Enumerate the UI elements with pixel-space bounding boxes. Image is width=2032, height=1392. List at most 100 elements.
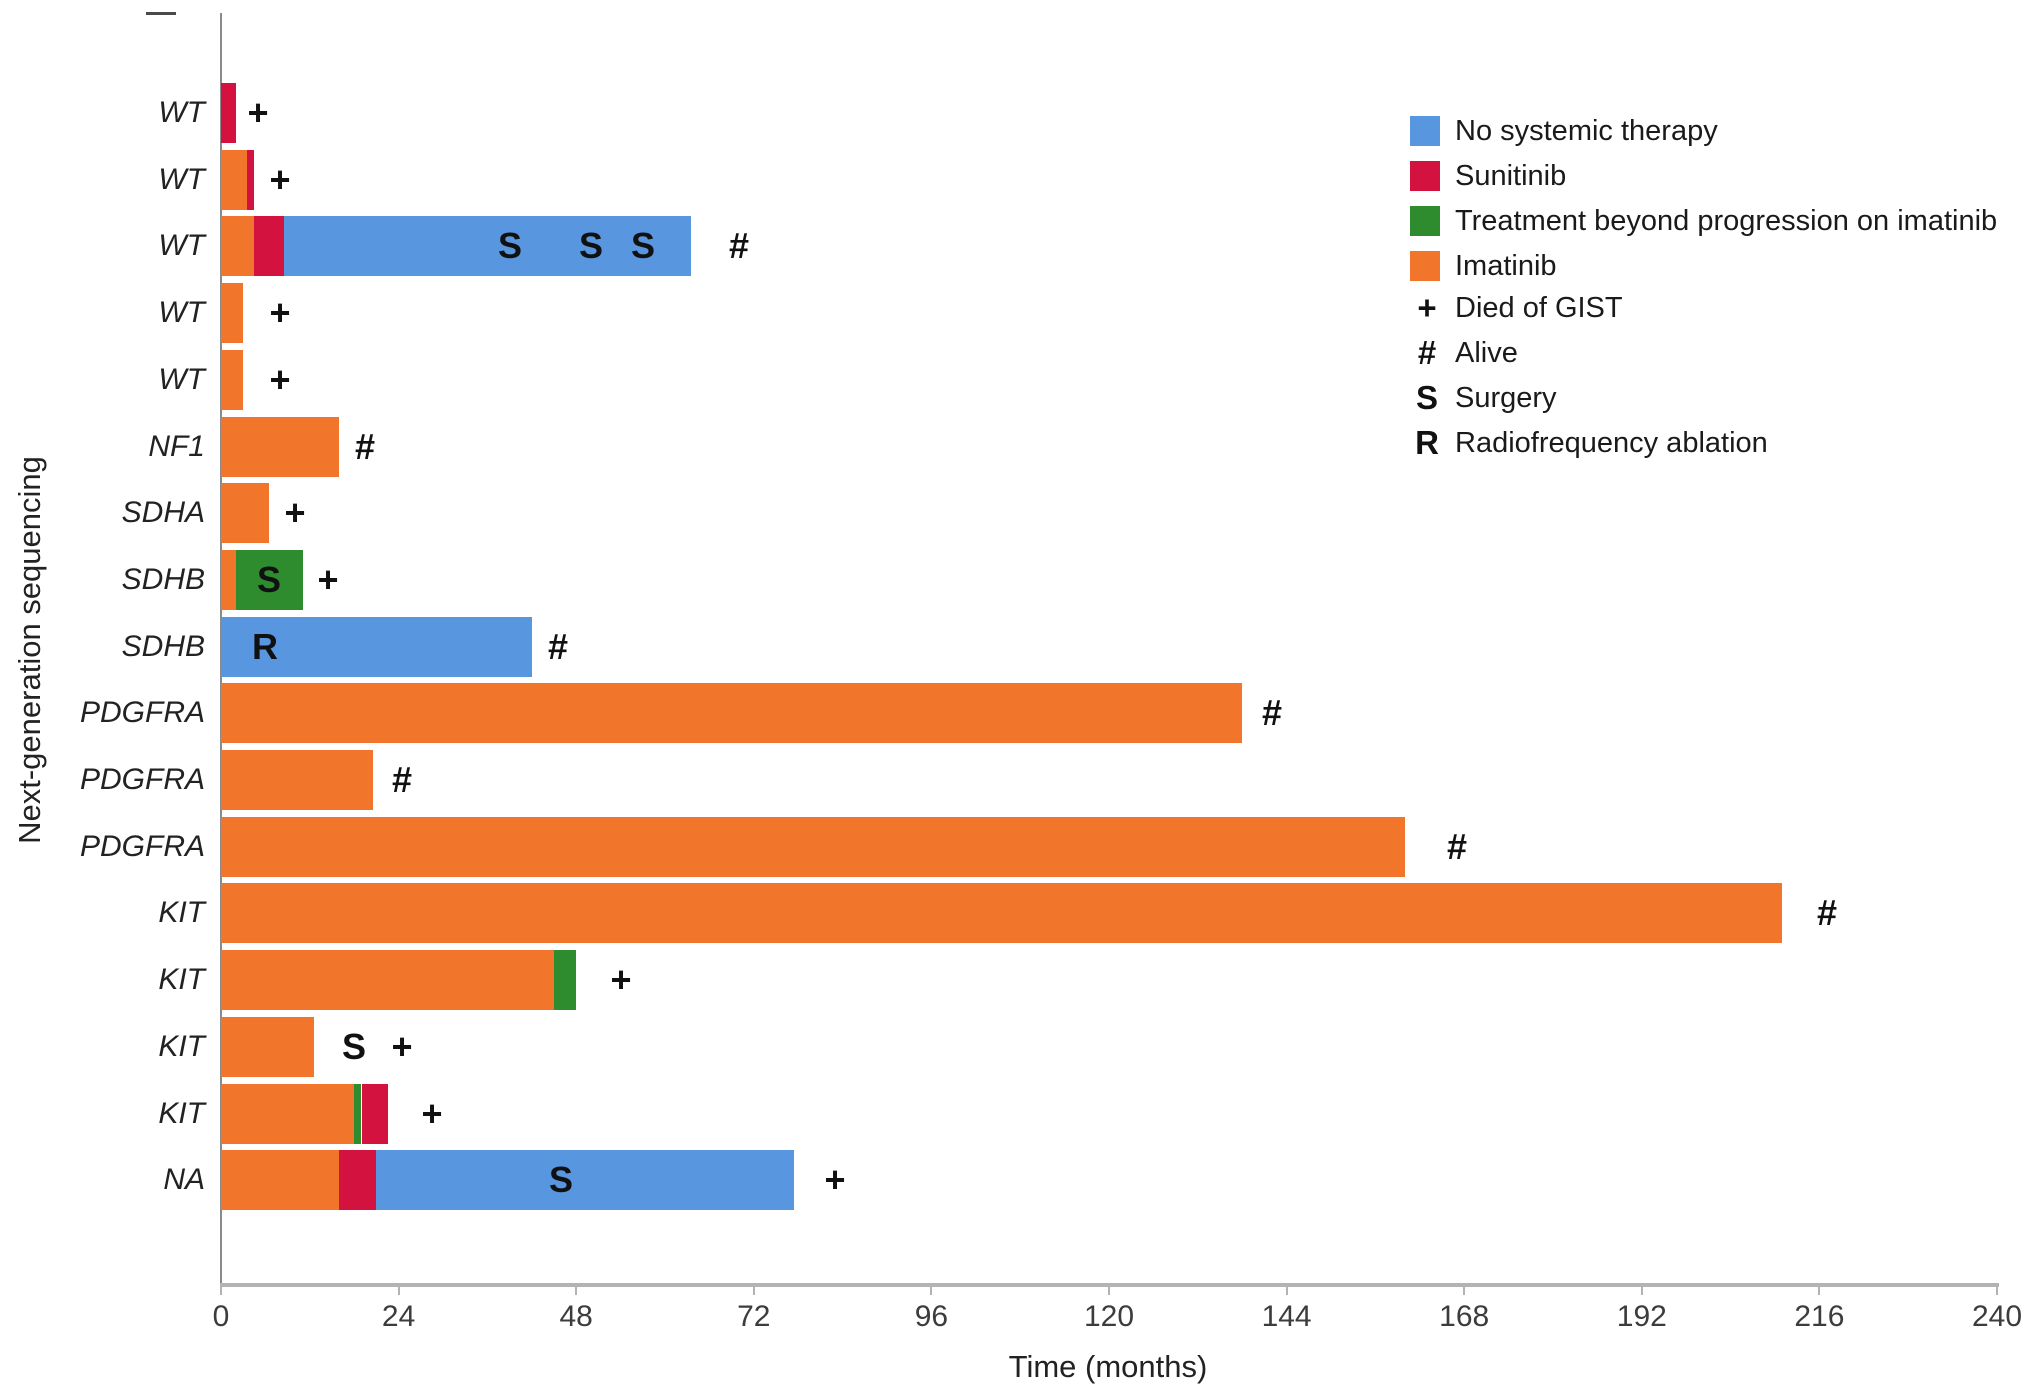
x-tick-label: 240	[1971, 1300, 2023, 1333]
x-tick-label: 96	[914, 1300, 949, 1333]
row-label: NF1	[148, 430, 205, 463]
legend-marker-symbol: +	[1417, 289, 1437, 326]
alive-marker: #	[728, 225, 750, 266]
surgery-marker: S	[497, 225, 522, 266]
died-marker: +	[824, 1159, 846, 1200]
bar-segment-sunitinib	[247, 150, 254, 210]
legend-marker-symbol: #	[1417, 334, 1437, 371]
bar-segment-imatinib	[221, 950, 554, 1010]
x-axis-label: Time (months)	[1008, 1349, 1208, 1384]
alive-marker: #	[391, 759, 413, 800]
died-marker: +	[421, 1093, 443, 1134]
bar-segment-imatinib	[221, 1084, 354, 1144]
died-marker: +	[284, 492, 306, 533]
legend-swatch-no_systemic_therapy	[1410, 116, 1440, 146]
legend-label-imatinib: Imatinib	[1455, 250, 1557, 282]
bar-segment-imatinib	[221, 817, 1405, 877]
row-label: SDHA	[121, 496, 205, 529]
died-marker: +	[391, 1026, 413, 1067]
x-tick-label: 168	[1439, 1300, 1490, 1333]
x-tick	[397, 1287, 400, 1295]
x-tick	[752, 1287, 755, 1295]
bar-segment-imatinib	[221, 350, 243, 410]
died-marker: +	[269, 359, 291, 400]
bar-segment-sunitinib	[221, 83, 236, 143]
bar-segment-imatinib	[221, 683, 1242, 743]
x-tick	[220, 1287, 222, 1295]
x-tick	[930, 1287, 933, 1295]
x-tick-label: 24	[381, 1300, 416, 1333]
legend-marker-label: Alive	[1455, 337, 1518, 369]
legend-marker-label: Surgery	[1455, 382, 1557, 414]
legend-label-no_systemic_therapy: No systemic therapy	[1455, 115, 1718, 147]
bar-segment-no_systemic_therapy	[221, 617, 532, 677]
rfa-marker: R	[252, 626, 278, 667]
row-label: PDGFRA	[79, 696, 205, 729]
alive-marker: #	[1446, 826, 1468, 867]
legend-marker-symbol: S	[1415, 379, 1438, 416]
died-marker: +	[269, 292, 291, 333]
bar-segment-imatinib	[221, 883, 1782, 943]
row-label: SDHB	[121, 563, 205, 596]
surgery-marker: S	[630, 225, 655, 266]
bar-segment-imatinib	[221, 417, 339, 477]
x-tick	[1818, 1287, 1821, 1295]
x-tick	[1640, 1287, 1643, 1295]
row-label: WT	[158, 296, 205, 329]
x-tick-label: 192	[1616, 1300, 1667, 1333]
row-label: WT	[158, 229, 205, 262]
x-tick	[1108, 1287, 1110, 1295]
legend-label-treatment_beyond_progression: Treatment beyond progression on imatinib	[1455, 205, 1998, 237]
alive-marker: #	[1816, 892, 1838, 933]
bar-segment-sunitinib	[254, 216, 284, 276]
bar-segment-sunitinib	[339, 1150, 376, 1210]
alive-marker: #	[547, 626, 569, 667]
x-tick	[1285, 1287, 1288, 1295]
bar-segment-imatinib	[221, 1150, 339, 1210]
x-tick-label: 48	[559, 1300, 593, 1333]
row-label: KIT	[158, 1097, 205, 1130]
surgery-marker: S	[341, 1026, 366, 1067]
died-marker: +	[247, 92, 269, 133]
y-axis-top-tick	[146, 12, 176, 15]
bar-segment-treatment_beyond_progression	[354, 1084, 361, 1144]
bar-segment-imatinib	[221, 283, 243, 343]
bar-segment-imatinib	[221, 150, 247, 210]
row-label: WT	[158, 363, 205, 396]
legend-marker-label: Died of GIST	[1455, 292, 1623, 324]
x-tick	[1463, 1287, 1466, 1295]
row-label: WT	[158, 96, 205, 129]
died-marker: +	[317, 559, 339, 600]
row-label: WT	[158, 163, 205, 196]
x-tick-label: 216	[1794, 1300, 1845, 1333]
x-tick	[1996, 1287, 1998, 1295]
bar-segment-imatinib	[221, 483, 269, 543]
died-marker: +	[269, 159, 291, 200]
legend-label-sunitinib: Sunitinib	[1455, 160, 1567, 192]
x-tick-label: 120	[1083, 1300, 1135, 1333]
alive-marker: #	[354, 426, 376, 467]
x-axis-line	[220, 1283, 1999, 1287]
bar-segment-no_systemic_therapy	[376, 1150, 794, 1210]
bar-segment-sunitinib	[362, 1084, 388, 1144]
bar-segment-imatinib	[221, 216, 254, 276]
alive-marker: #	[1261, 692, 1283, 733]
surgery-marker: S	[256, 559, 281, 600]
legend-swatch-sunitinib	[1410, 161, 1440, 191]
row-label: NA	[163, 1163, 205, 1196]
bar-segment-treatment_beyond_progression	[236, 550, 303, 610]
bar-segment-no_systemic_therapy	[284, 216, 691, 276]
x-tick	[575, 1287, 578, 1295]
legend-marker-label: Radiofrequency ablation	[1455, 427, 1768, 459]
row-label: KIT	[158, 963, 205, 996]
x-tick-label: 144	[1261, 1300, 1312, 1333]
x-tick-label: 72	[737, 1300, 771, 1333]
bar-segment-imatinib	[221, 750, 373, 810]
bar-segment-imatinib	[221, 550, 236, 610]
surgery-marker: S	[548, 1159, 573, 1200]
died-marker: +	[610, 959, 632, 1000]
row-label: KIT	[158, 1030, 205, 1063]
bar-segment-treatment_beyond_progression	[554, 950, 576, 1010]
x-tick-label: 0	[212, 1300, 230, 1333]
